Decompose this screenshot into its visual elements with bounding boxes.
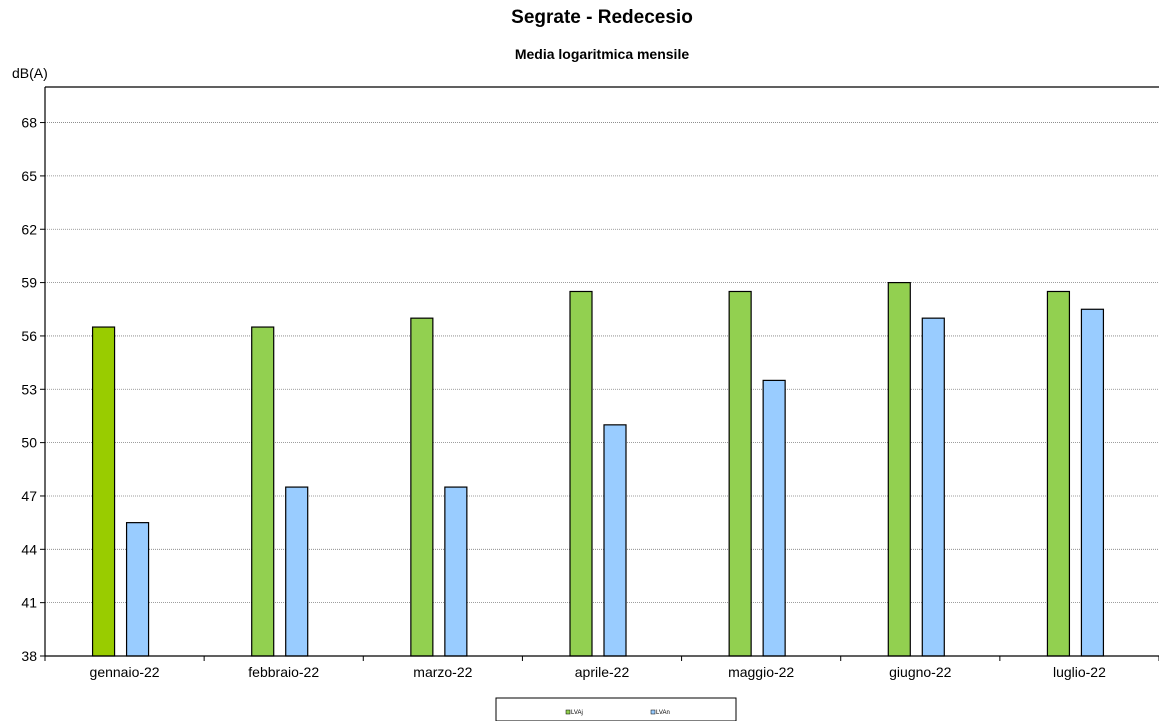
legend: LVAj LVAn	[495, 697, 737, 721]
axes	[44, 86, 1159, 657]
x-tick-label: maggio-22	[728, 664, 794, 680]
y-tick-label: 56	[21, 328, 37, 344]
bar-lvaj-gennaio-22	[91, 326, 116, 657]
bar-lvaj-luglio-22	[1046, 290, 1071, 657]
y-tick-label: 38	[21, 648, 37, 664]
legend-swatch-lvaj	[565, 709, 571, 715]
y-tick-label: 44	[21, 541, 37, 557]
y-axis-label: dB(A)	[12, 65, 48, 81]
bar-lvan-marzo-22	[444, 486, 468, 657]
bar-lvan-febbraio-22	[285, 486, 309, 657]
legend-label-lvaj: LVAj	[571, 710, 583, 716]
y-tick-labels: 38 41 44 47 50 53 56 59 62 65 68	[21, 115, 45, 664]
y-tick-label: 47	[21, 488, 37, 504]
bars	[91, 281, 1105, 657]
bar-lvan-luglio-22	[1080, 308, 1105, 657]
y-tick-label: 53	[21, 381, 37, 397]
bar-lvaj-maggio-22	[728, 290, 752, 657]
y-tick-label: 68	[21, 115, 37, 131]
x-tick-label: febbraio-22	[248, 664, 319, 680]
gridlines	[45, 122, 1159, 604]
legend-label-lvan: LVAn	[656, 710, 670, 716]
y-tick-label: 41	[21, 595, 37, 611]
y-tick-label: 65	[21, 168, 37, 184]
x-tick-label: aprile-22	[575, 664, 630, 680]
bar-lvaj-giugno-22	[887, 281, 911, 657]
bar-lvaj-marzo-22	[410, 317, 434, 657]
x-tick-label: gennaio-22	[90, 664, 160, 680]
bar-lvan-maggio-22	[762, 379, 786, 657]
bar-lvaj-aprile-22	[569, 290, 593, 657]
x-tick-label: giugno-22	[889, 664, 951, 680]
bar-lvan-aprile-22	[603, 424, 627, 657]
legend-swatch-lvan	[650, 709, 656, 715]
legend-box	[495, 697, 737, 721]
y-tick-label: 59	[21, 275, 37, 291]
chart-title: Segrate - Redecesio	[511, 7, 693, 28]
bar-lvaj-febbraio-22	[251, 326, 275, 657]
x-tick-label: luglio-22	[1053, 664, 1106, 680]
chart-subtitle: Media logaritmica mensile	[515, 46, 689, 62]
x-tick-label: marzo-22	[413, 664, 472, 680]
y-tick-label: 62	[21, 221, 37, 237]
y-tick-label: 50	[21, 435, 37, 451]
x-tick-labels: gennaio-22 febbraio-22 marzo-22 aprile-22 ma…	[44, 656, 1159, 680]
bar-lvan-giugno-22	[921, 317, 945, 657]
bar-lvan-gennaio-22	[125, 522, 150, 657]
